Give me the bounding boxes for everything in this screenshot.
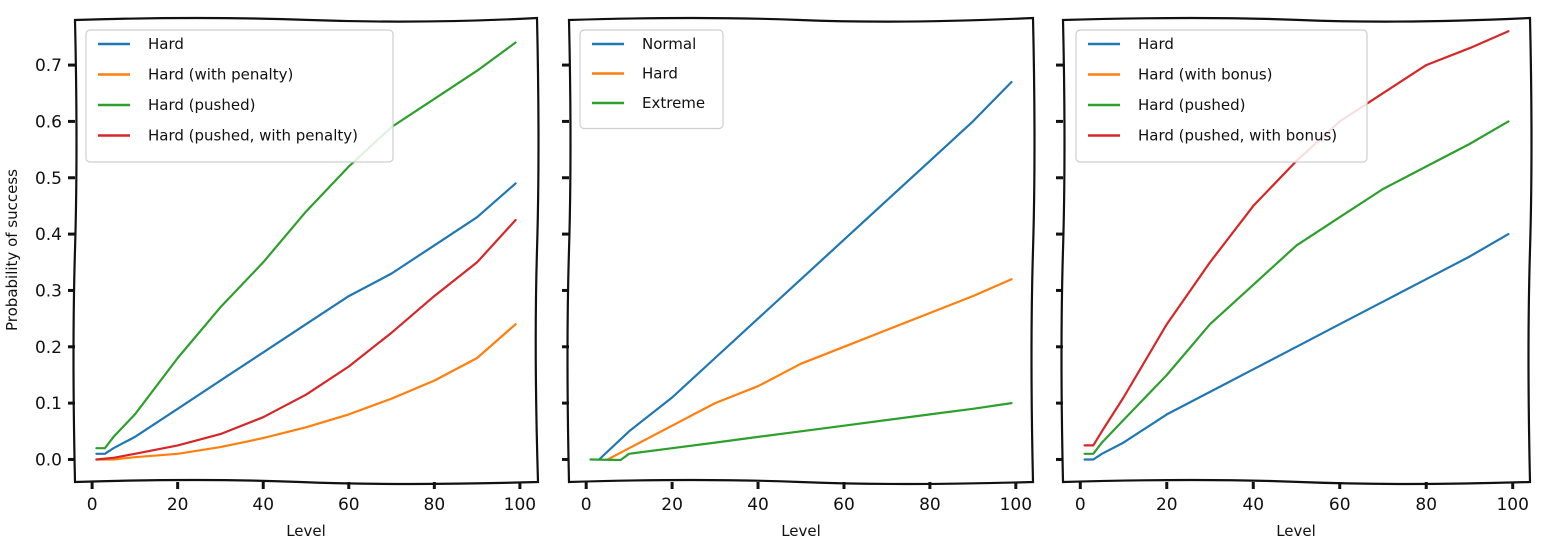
plot-frame	[1060, 16, 1533, 486]
y-tick-label: 0.7	[35, 56, 62, 76]
x-tick-label: 0	[1075, 495, 1086, 515]
x-tick-label: 80	[1415, 495, 1437, 515]
x-axis-label: Level	[781, 522, 821, 540]
y-tick-label: 0.1	[35, 394, 62, 414]
series-line-hard-pushed	[95, 41, 517, 450]
chart-panel-1: 0 20 40 60 80 100 0.0 0.1 0.2 0.3 0.4 0.5 0.6 0.7 Lev…	[3, 16, 540, 540]
series-line-hard-pushed	[1083, 120, 1510, 455]
x-tick-label: 60	[338, 495, 360, 515]
legend: Hard Hard (with bonus) Hard (pushed) Hard (…	[1075, 29, 1368, 163]
y-tick-label: 0.4	[35, 225, 62, 245]
legend-label: Extreme	[642, 94, 705, 112]
x-axis-label: Level	[1276, 522, 1316, 540]
legend-label: Hard (with bonus)	[1138, 66, 1273, 84]
x-tick-label: 40	[1242, 495, 1264, 515]
x-tick-label: 0	[87, 495, 98, 515]
legend-label: Hard (pushed)	[148, 96, 255, 114]
x-tick-label: 0	[581, 495, 592, 515]
plot-frame	[72, 16, 540, 486]
legend-label: Hard (pushed)	[1138, 96, 1245, 114]
x-tick-label: 20	[1156, 495, 1178, 515]
series-layer	[589, 80, 1013, 462]
x-tick-label: 80	[919, 495, 941, 515]
x-tick-label: 100	[1496, 495, 1528, 515]
axis-ticks: 0 20 40 60 80 100 0.0 0.1 0.2 0.3 0.4 0.5 0.6 0.7	[35, 56, 536, 515]
y-axis-label: Probability of success	[3, 169, 21, 331]
y-tick-label: 0.3	[35, 281, 62, 301]
legend-label: Hard (pushed, with bonus)	[1138, 127, 1337, 145]
y-tick-label: 0.6	[35, 112, 62, 132]
chart-panel-2: 0 20 40 60 80 100 Level Normal Hard Extreme	[562, 16, 1036, 540]
legend-label: Hard	[148, 35, 184, 53]
x-tick-label: 100	[1000, 495, 1032, 515]
x-tick-label: 60	[833, 495, 855, 515]
series-line-hard	[95, 182, 517, 455]
legend-label: Hard	[642, 65, 678, 83]
x-axis-label: Level	[286, 522, 326, 540]
series-line-hard-pushed-with-penalty	[95, 218, 517, 461]
legend-box	[85, 29, 394, 163]
x-tick-label: 40	[252, 495, 274, 515]
chart-panel-3: 0 20 40 60 80 100 Level Hard Hard (with bonus)…	[1056, 16, 1533, 540]
y-tick-label: 0.5	[35, 169, 62, 189]
series-line-extreme	[589, 402, 1013, 462]
legend-label: Hard	[1138, 35, 1174, 53]
series-line-hard	[1083, 233, 1510, 461]
legend-label: Normal	[642, 35, 696, 53]
plot-frame	[566, 16, 1036, 486]
x-tick-label: 100	[504, 495, 536, 515]
legend: Hard Hard (with penalty) Hard (pushed) Hard…	[85, 29, 394, 163]
x-tick-label: 20	[167, 495, 189, 515]
axis-ticks: 0 20 40 60 80 100	[562, 63, 1032, 515]
x-tick-label: 60	[1329, 495, 1351, 515]
y-tick-label: 0.0	[35, 450, 62, 470]
legend-label: Hard (pushed, with penalty)	[148, 127, 358, 145]
legend-label: Hard (with penalty)	[148, 66, 293, 84]
legend-box	[1075, 29, 1368, 163]
axis-ticks: 0 20 40 60 80 100	[1056, 63, 1529, 515]
x-tick-label: 40	[747, 495, 769, 515]
x-tick-label: 20	[661, 495, 683, 515]
series-layer	[95, 41, 517, 461]
series-line-hard-pushed-with-bonus	[1083, 30, 1510, 447]
y-tick-label: 0.2	[35, 338, 62, 358]
legend: Normal Hard Extreme	[579, 29, 724, 130]
x-tick-label: 80	[424, 495, 446, 515]
series-line-hard-with-penalty	[95, 323, 517, 461]
series-line-hard	[606, 278, 1013, 461]
series-line-normal	[598, 80, 1013, 461]
series-layer	[1083, 30, 1510, 461]
